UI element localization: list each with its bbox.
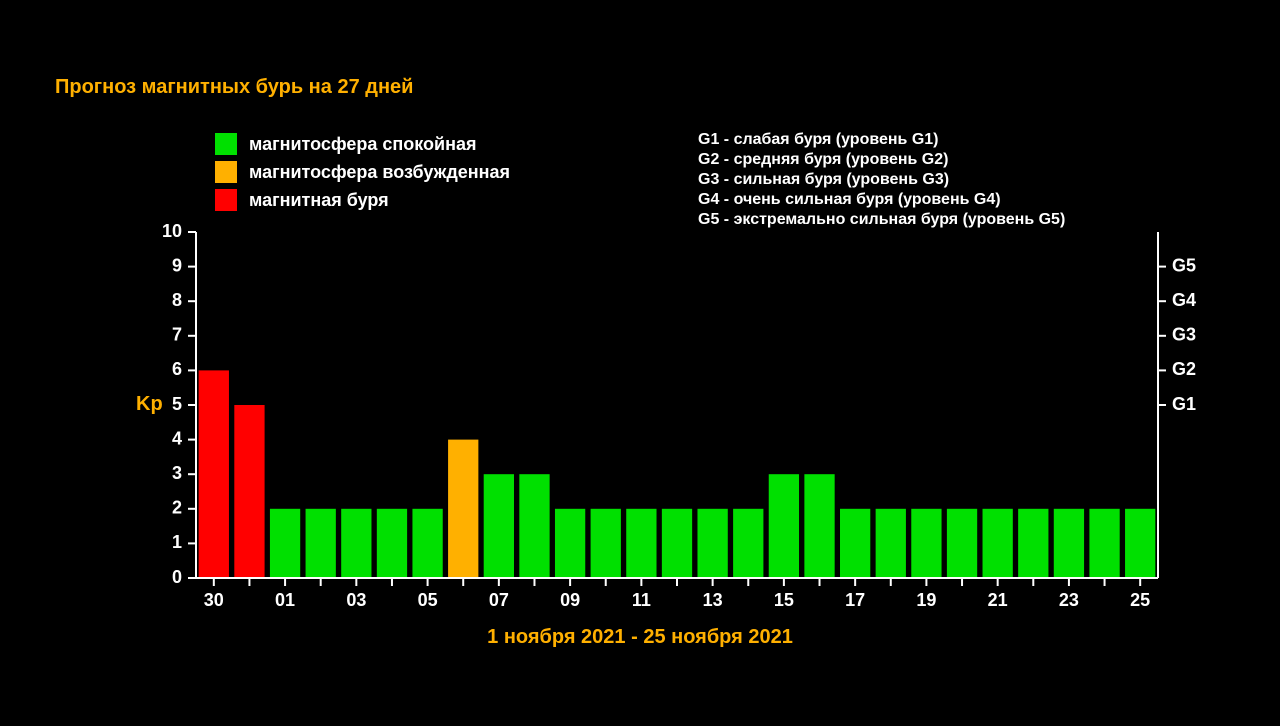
bar [876,509,906,578]
bar [840,509,870,578]
x-tick-label: 30 [204,590,224,610]
bar [626,509,656,578]
bar [769,474,799,578]
x-tick-label: 15 [774,590,794,610]
g-tick-label: G5 [1172,255,1196,275]
y-tick-label: 8 [172,290,182,310]
bar [911,509,941,578]
bar [519,474,549,578]
x-tick-label: 11 [632,590,651,610]
bar [199,370,229,578]
g-tick-label: G2 [1172,359,1196,379]
x-tick-label: 17 [845,590,865,610]
g-tick-label: G4 [1172,290,1196,310]
bar [662,509,692,578]
x-tick-label: 19 [916,590,936,610]
bar [341,509,371,578]
y-tick-label: 6 [172,359,182,379]
x-tick-label: 23 [1059,590,1079,610]
bar [555,509,585,578]
bar [1054,509,1084,578]
bar [1089,509,1119,578]
y-tick-label: 1 [172,532,182,552]
y-tick-label: 4 [172,428,182,448]
bar [733,509,763,578]
x-tick-label: 07 [489,590,509,610]
y-tick-label: 0 [172,567,182,587]
kp-forecast-chart: 012345678910G1G2G3G4G5300103050709111315… [0,0,1280,726]
y-tick-label: 7 [172,325,182,345]
bar [1125,509,1155,578]
x-tick-label: 03 [346,590,366,610]
bar [1018,509,1048,578]
y-tick-label: 9 [172,255,182,275]
bar [697,509,727,578]
y-tick-label: 5 [172,394,182,414]
x-tick-label: 13 [703,590,723,610]
x-tick-label: 21 [988,590,1008,610]
bar [448,440,478,578]
bar [804,474,834,578]
bar [234,405,264,578]
y-tick-label: 3 [172,463,182,483]
x-axis-label: 1 ноября 2021 - 25 ноября 2021 [0,626,1280,649]
y-tick-label: 10 [162,221,182,241]
bar [591,509,621,578]
bar [983,509,1013,578]
g-tick-label: G3 [1172,325,1196,345]
g-tick-label: G1 [1172,394,1196,414]
bar [947,509,977,578]
bar [412,509,442,578]
y-tick-label: 2 [172,498,182,518]
x-tick-label: 25 [1130,590,1150,610]
bar [484,474,514,578]
bar [270,509,300,578]
x-tick-label: 01 [275,590,295,610]
bar [377,509,407,578]
x-tick-label: 05 [418,590,438,610]
x-tick-label: 09 [560,590,580,610]
bar [306,509,336,578]
